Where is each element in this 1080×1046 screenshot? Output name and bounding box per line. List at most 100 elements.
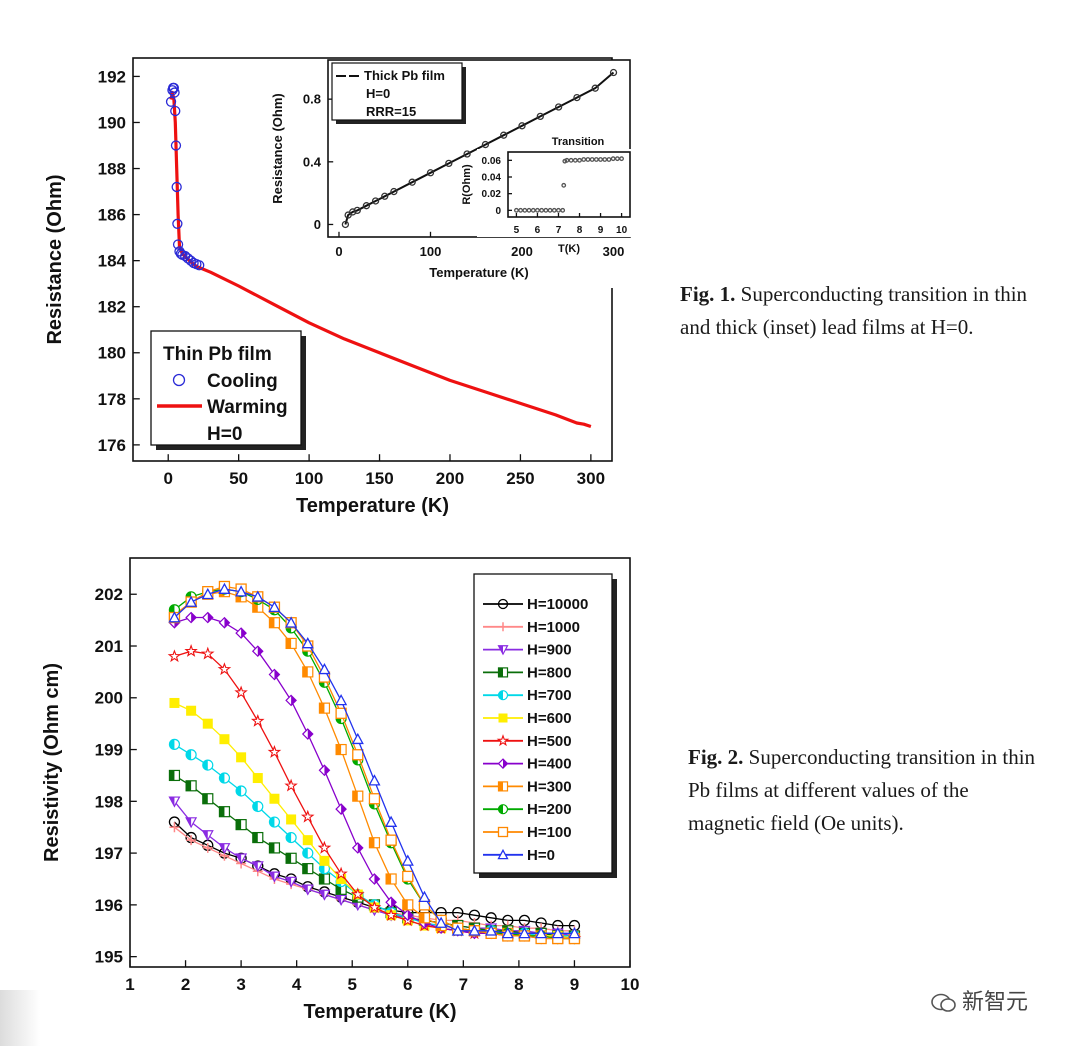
fig2-series-point-fill	[219, 843, 225, 853]
fig1-inset-legend-label: Thick Pb film	[364, 68, 445, 83]
fig2-series-point	[236, 752, 247, 763]
fig1-subinset-x-tick-label: 7	[556, 225, 562, 236]
fig1-subinset-y-tick-label: 0.04	[482, 173, 502, 184]
fig2-series-point	[368, 793, 381, 805]
fig1-inset-x-tick-label: 300	[603, 244, 625, 259]
watermark: 新智元	[930, 984, 1028, 1016]
fig1-subinset-point	[539, 207, 545, 213]
fig1-y-tick-label: 176	[98, 436, 126, 455]
figure-1-caption: Fig. 1. Superconducting transition in th…	[680, 278, 1060, 344]
fig2-series-point	[200, 646, 215, 660]
fig1-subinset-point	[598, 157, 603, 162]
fig1-cooling-point	[185, 255, 196, 266]
fig2-legend-marker	[497, 690, 509, 701]
fig2-series-point	[385, 896, 397, 909]
fig2-series-point	[385, 815, 398, 827]
fig2-series-point	[368, 873, 381, 885]
fig1-inset-thick-point	[426, 169, 435, 177]
fig2-series-point	[185, 595, 198, 607]
fig2-series-point	[318, 889, 331, 901]
fig2-series-point	[302, 835, 313, 846]
fig2-series-point	[385, 873, 397, 885]
fig2-series-point	[235, 853, 248, 865]
fig2-series-point	[301, 637, 314, 649]
fig2-series-point-fill	[236, 785, 242, 796]
fig2-series-point-fill	[302, 885, 308, 895]
fig2-series-point	[285, 616, 298, 628]
fig2-series-point	[402, 870, 414, 883]
fig1-cooling-point	[170, 105, 181, 117]
fig2-series-point-fill	[191, 612, 197, 623]
fig1-inset-thick-point	[408, 178, 416, 186]
fig2-series-point-fill	[169, 770, 175, 781]
fig2-series-point	[251, 861, 264, 873]
fig1-y-tick-label: 192	[98, 67, 126, 86]
fig1-subinset-point	[589, 157, 595, 162]
fig1-subinset-point	[610, 156, 616, 162]
fig2-series-point	[384, 908, 398, 922]
fig2-series-point	[268, 668, 281, 681]
fig1-legend-warming-label: Warming	[207, 397, 288, 418]
fig1-subinset-x-tick-label: 9	[598, 225, 604, 236]
fig2-series-point	[235, 627, 247, 639]
fig2-x-tick-label: 2	[181, 975, 190, 994]
fig2-series-point	[301, 884, 314, 896]
fig2-series-point	[185, 817, 198, 829]
fig2-series-point	[468, 924, 481, 936]
fig2-x-tick-label: 10	[621, 975, 640, 994]
fig2-series-point	[385, 834, 397, 846]
fig2-series-point	[267, 744, 282, 758]
fig1-inset-legend: Thick Pb film H=0 RRR=15	[331, 62, 466, 124]
fig1-subinset-point	[577, 157, 582, 163]
fig1-inset-thick-point	[349, 208, 357, 216]
fig2-series-point-fill	[252, 602, 258, 613]
fig2-series-point	[451, 924, 464, 936]
fig2-legend-marker-fill	[498, 667, 503, 677]
fig1-subinset-point	[606, 157, 612, 162]
fig2-series-point-fill	[341, 804, 347, 815]
fig2-series-point-fill	[202, 830, 208, 840]
fig2-series-point	[235, 585, 248, 597]
fig2-legend-label: H=300	[527, 778, 572, 795]
fig2-legend-label: H=200	[527, 801, 572, 818]
fig2-series-point-fill	[336, 895, 342, 905]
fig2-series-point-fill	[186, 749, 192, 760]
fig2-series-point-fill	[374, 873, 380, 884]
fig2-x-tick-label: 1	[125, 975, 134, 994]
fig1-inset-thick-point	[500, 131, 508, 139]
fig2-y-tick-label: 196	[95, 896, 123, 915]
fig2-series-point-fill	[252, 801, 258, 812]
fig1-cooling-point	[172, 239, 184, 250]
fig1-subinset-x-tick-label: 8	[577, 225, 583, 236]
fig2-series	[168, 582, 581, 939]
fig2-series-point	[401, 854, 414, 866]
fig2-series-point	[268, 600, 281, 613]
fig2-series-point-fill	[407, 910, 413, 921]
fig2-legend-label: H=100	[527, 824, 572, 841]
fig2-legend-label: H=800	[527, 664, 572, 681]
fig2-series-point-fill	[352, 900, 358, 910]
fig2-series-point	[218, 843, 231, 855]
fig2-series-point-fill	[319, 703, 325, 714]
fig1-y-tick-label: 182	[98, 298, 126, 317]
fig1-x-tick-label: 200	[436, 469, 464, 488]
fig2-series-point-fill	[286, 877, 292, 887]
fig1-subinset-point	[530, 207, 536, 213]
fig1-legend-cooling-label: Cooling	[207, 371, 278, 392]
fig2-y-tick-label: 198	[95, 792, 123, 811]
fig1-subinset-point	[572, 157, 578, 163]
fig2-series-point	[169, 822, 180, 833]
fig2-series-point-fill	[274, 669, 280, 680]
fig2-series-point	[318, 764, 331, 777]
fig1-inset-legend-box	[331, 62, 463, 121]
fig1-subinset-y-tick-label: 0.06	[482, 156, 502, 167]
fig1-inset-thick-point	[381, 192, 389, 200]
fig1-y-tick-label: 190	[98, 113, 126, 132]
watermark-text: 新智元	[962, 990, 1029, 1015]
fig2-x-tick-label: 5	[347, 975, 356, 994]
fig2-series-point-fill	[269, 617, 275, 628]
wechat-icon	[931, 993, 956, 1012]
fig1-inset-thick-point	[554, 103, 563, 111]
fig1-subinset-x-tick-label: 6	[535, 225, 541, 236]
fig1-y-tick-label: 186	[98, 206, 126, 225]
